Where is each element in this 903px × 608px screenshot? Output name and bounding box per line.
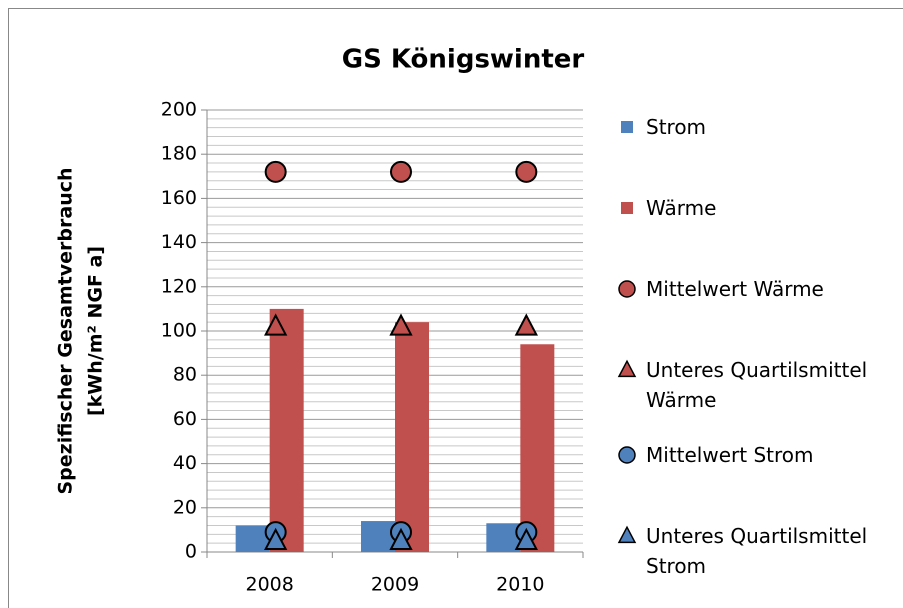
y-tick-label: 180 bbox=[161, 143, 197, 165]
y-tick-label: 80 bbox=[173, 364, 197, 386]
legend-item: Wärme bbox=[612, 193, 897, 223]
marker bbox=[390, 160, 412, 183]
bar bbox=[520, 344, 555, 552]
legend-item: Mittelwert Wärme bbox=[612, 274, 897, 304]
marker bbox=[618, 280, 636, 298]
legend-label: Unteres Quartilsmittel Wärme bbox=[646, 358, 868, 412]
legend-label: Mittelwert Strom bbox=[646, 443, 814, 467]
legend-item: Unteres Quartilsmittel Wärme bbox=[612, 355, 897, 415]
marker bbox=[617, 525, 637, 544]
legend-swatch-rect bbox=[621, 121, 633, 133]
legend-label: Strom bbox=[646, 115, 707, 139]
legend-item: Unteres Quartilsmittel Strom bbox=[612, 521, 897, 581]
legend-label: Unteres Quartilsmittel Strom bbox=[646, 524, 868, 578]
y-tick-label: 20 bbox=[173, 496, 197, 518]
legend-swatch bbox=[618, 446, 636, 464]
y-tick-label: 0 bbox=[185, 541, 197, 563]
y-tick-label: 200 bbox=[161, 99, 197, 121]
y-tick-label: 40 bbox=[173, 452, 197, 474]
y-tick-label: 140 bbox=[161, 231, 197, 253]
marker bbox=[617, 359, 637, 378]
legend-swatch-rect bbox=[621, 202, 633, 214]
marker bbox=[389, 313, 413, 336]
legend-swatch bbox=[617, 359, 637, 378]
y-tick-label: 120 bbox=[161, 275, 197, 297]
chart-title: GS Königswinter bbox=[342, 45, 585, 75]
legend-label: Mittelwert Wärme bbox=[646, 277, 824, 301]
bar bbox=[361, 521, 395, 552]
legend-swatch bbox=[617, 525, 637, 544]
legend-item: Strom bbox=[612, 112, 897, 142]
marker bbox=[514, 527, 538, 550]
marker bbox=[264, 160, 287, 183]
legend-item: Mittelwert Strom bbox=[612, 440, 897, 470]
bar bbox=[395, 322, 429, 552]
marker bbox=[514, 313, 538, 336]
legend-swatch bbox=[618, 280, 636, 298]
y-tick-label: 60 bbox=[173, 408, 197, 430]
marker bbox=[389, 527, 413, 550]
legend-label: Wärme bbox=[646, 196, 717, 220]
y-tick-label: 160 bbox=[161, 187, 197, 209]
x-tick-label: 2010 bbox=[496, 574, 544, 596]
chart-border bbox=[8, 8, 903, 608]
bar bbox=[235, 525, 270, 552]
x-tick-label: 2008 bbox=[245, 574, 293, 596]
marker bbox=[264, 527, 288, 550]
bar bbox=[269, 308, 304, 552]
y-axis-label: [kWh/m² NGF a] bbox=[85, 246, 107, 416]
y-tick-label: 100 bbox=[161, 320, 197, 342]
bar bbox=[486, 523, 521, 552]
marker bbox=[618, 446, 636, 464]
marker bbox=[515, 160, 538, 183]
y-axis-label: Spezifischer Gesamtverbrauch bbox=[55, 167, 77, 494]
x-tick-label: 2009 bbox=[371, 574, 419, 596]
legend-swatch bbox=[621, 202, 633, 214]
legend-swatch bbox=[621, 121, 633, 133]
marker bbox=[264, 313, 288, 336]
